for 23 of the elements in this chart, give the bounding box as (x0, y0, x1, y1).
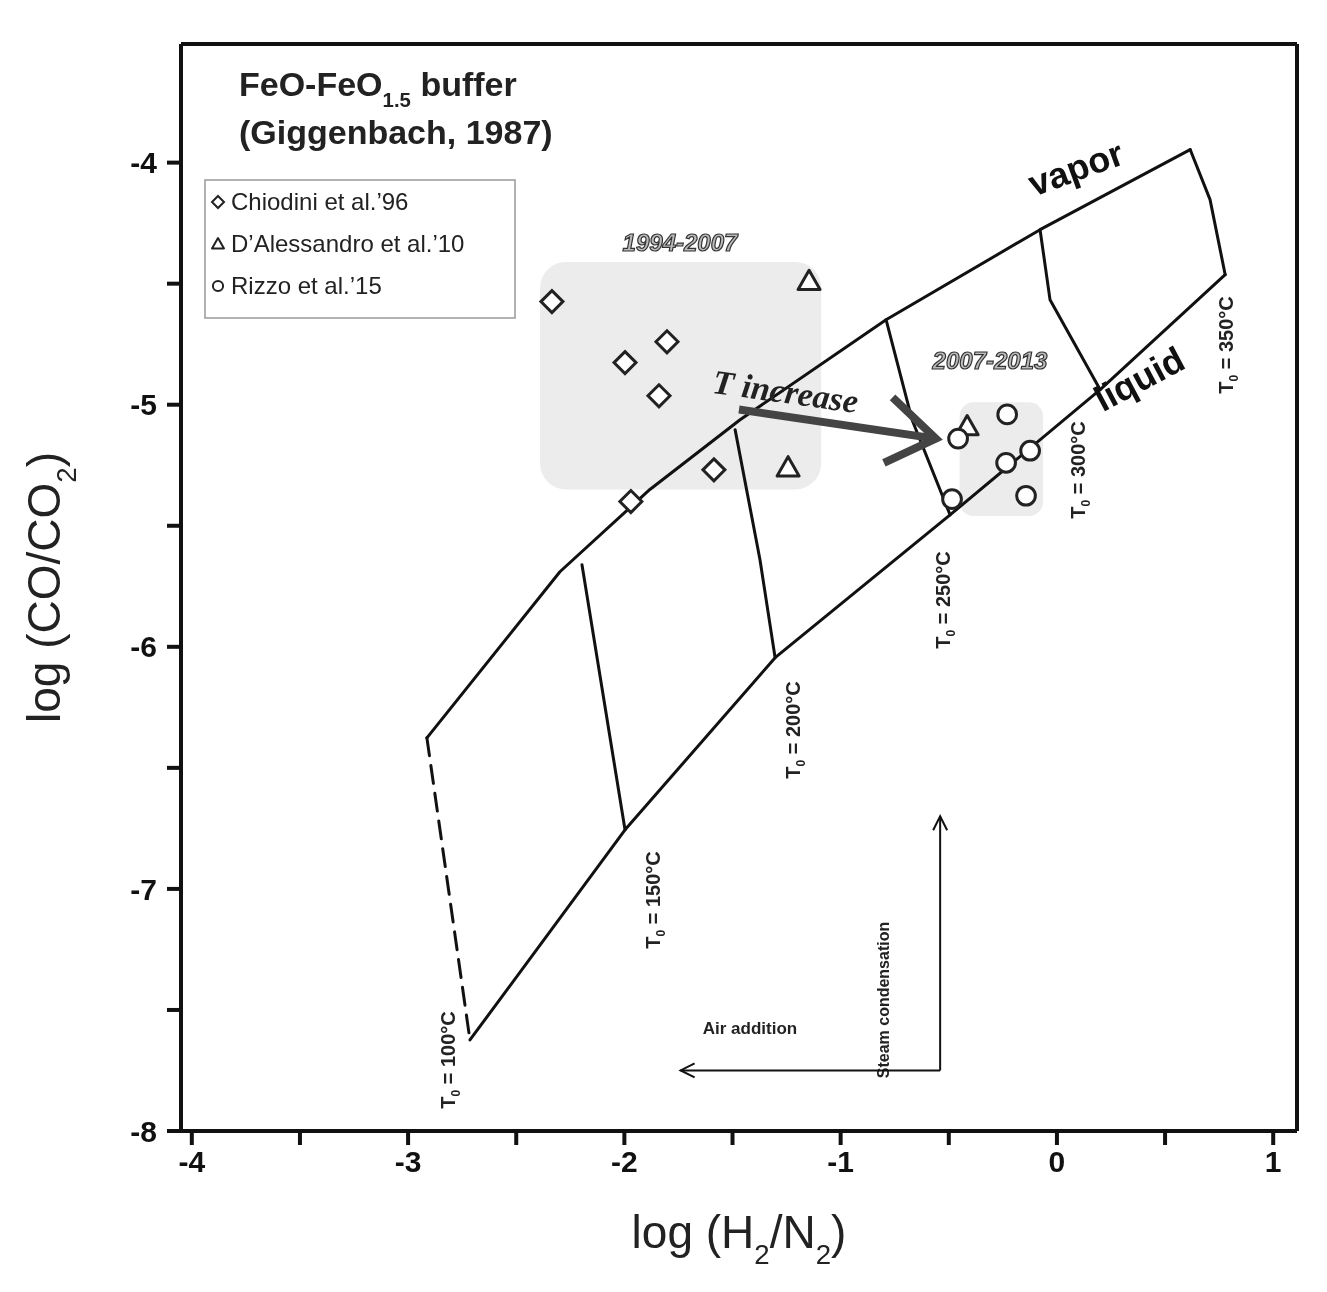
annotation: Air addition (702, 1019, 798, 1039)
text: (Giggenbach, 1987) (239, 113, 553, 151)
x-tick-label: 1 (1264, 1145, 1282, 1179)
legend-label: D’Alessandro et al.’10 (231, 230, 465, 257)
y-tick-label: -8 (130, 1114, 157, 1148)
annotation: T increase (710, 362, 861, 420)
x-axis-title: log (H$_{2}$/N$_{2}$) (631, 1206, 847, 1270)
x-tick-label: -2 (611, 1145, 638, 1179)
y-tick-label: -4 (130, 146, 158, 180)
x-tick-label: -1 (827, 1145, 854, 1179)
annotation: 1994-2007 (622, 229, 740, 257)
y-tick-label: -5 (130, 388, 157, 422)
x-tick-label: -4 (178, 1145, 206, 1179)
annotation: 2007-2013 (931, 347, 1049, 375)
annotation: Steam condensation (875, 921, 893, 1079)
legend-label: Rizzo et al.’15 (231, 272, 382, 299)
x-tick-label: -3 (394, 1145, 422, 1179)
legend-label: Chiodini et al.’96 (231, 188, 409, 215)
y-tick-label: -6 (130, 630, 157, 664)
x-tick-label: 0 (1048, 1145, 1066, 1179)
y-tick-label: -7 (130, 872, 157, 906)
text: vapor (1022, 132, 1129, 205)
text: FeO-FeO$_{1.5}$ buffer (239, 65, 517, 111)
